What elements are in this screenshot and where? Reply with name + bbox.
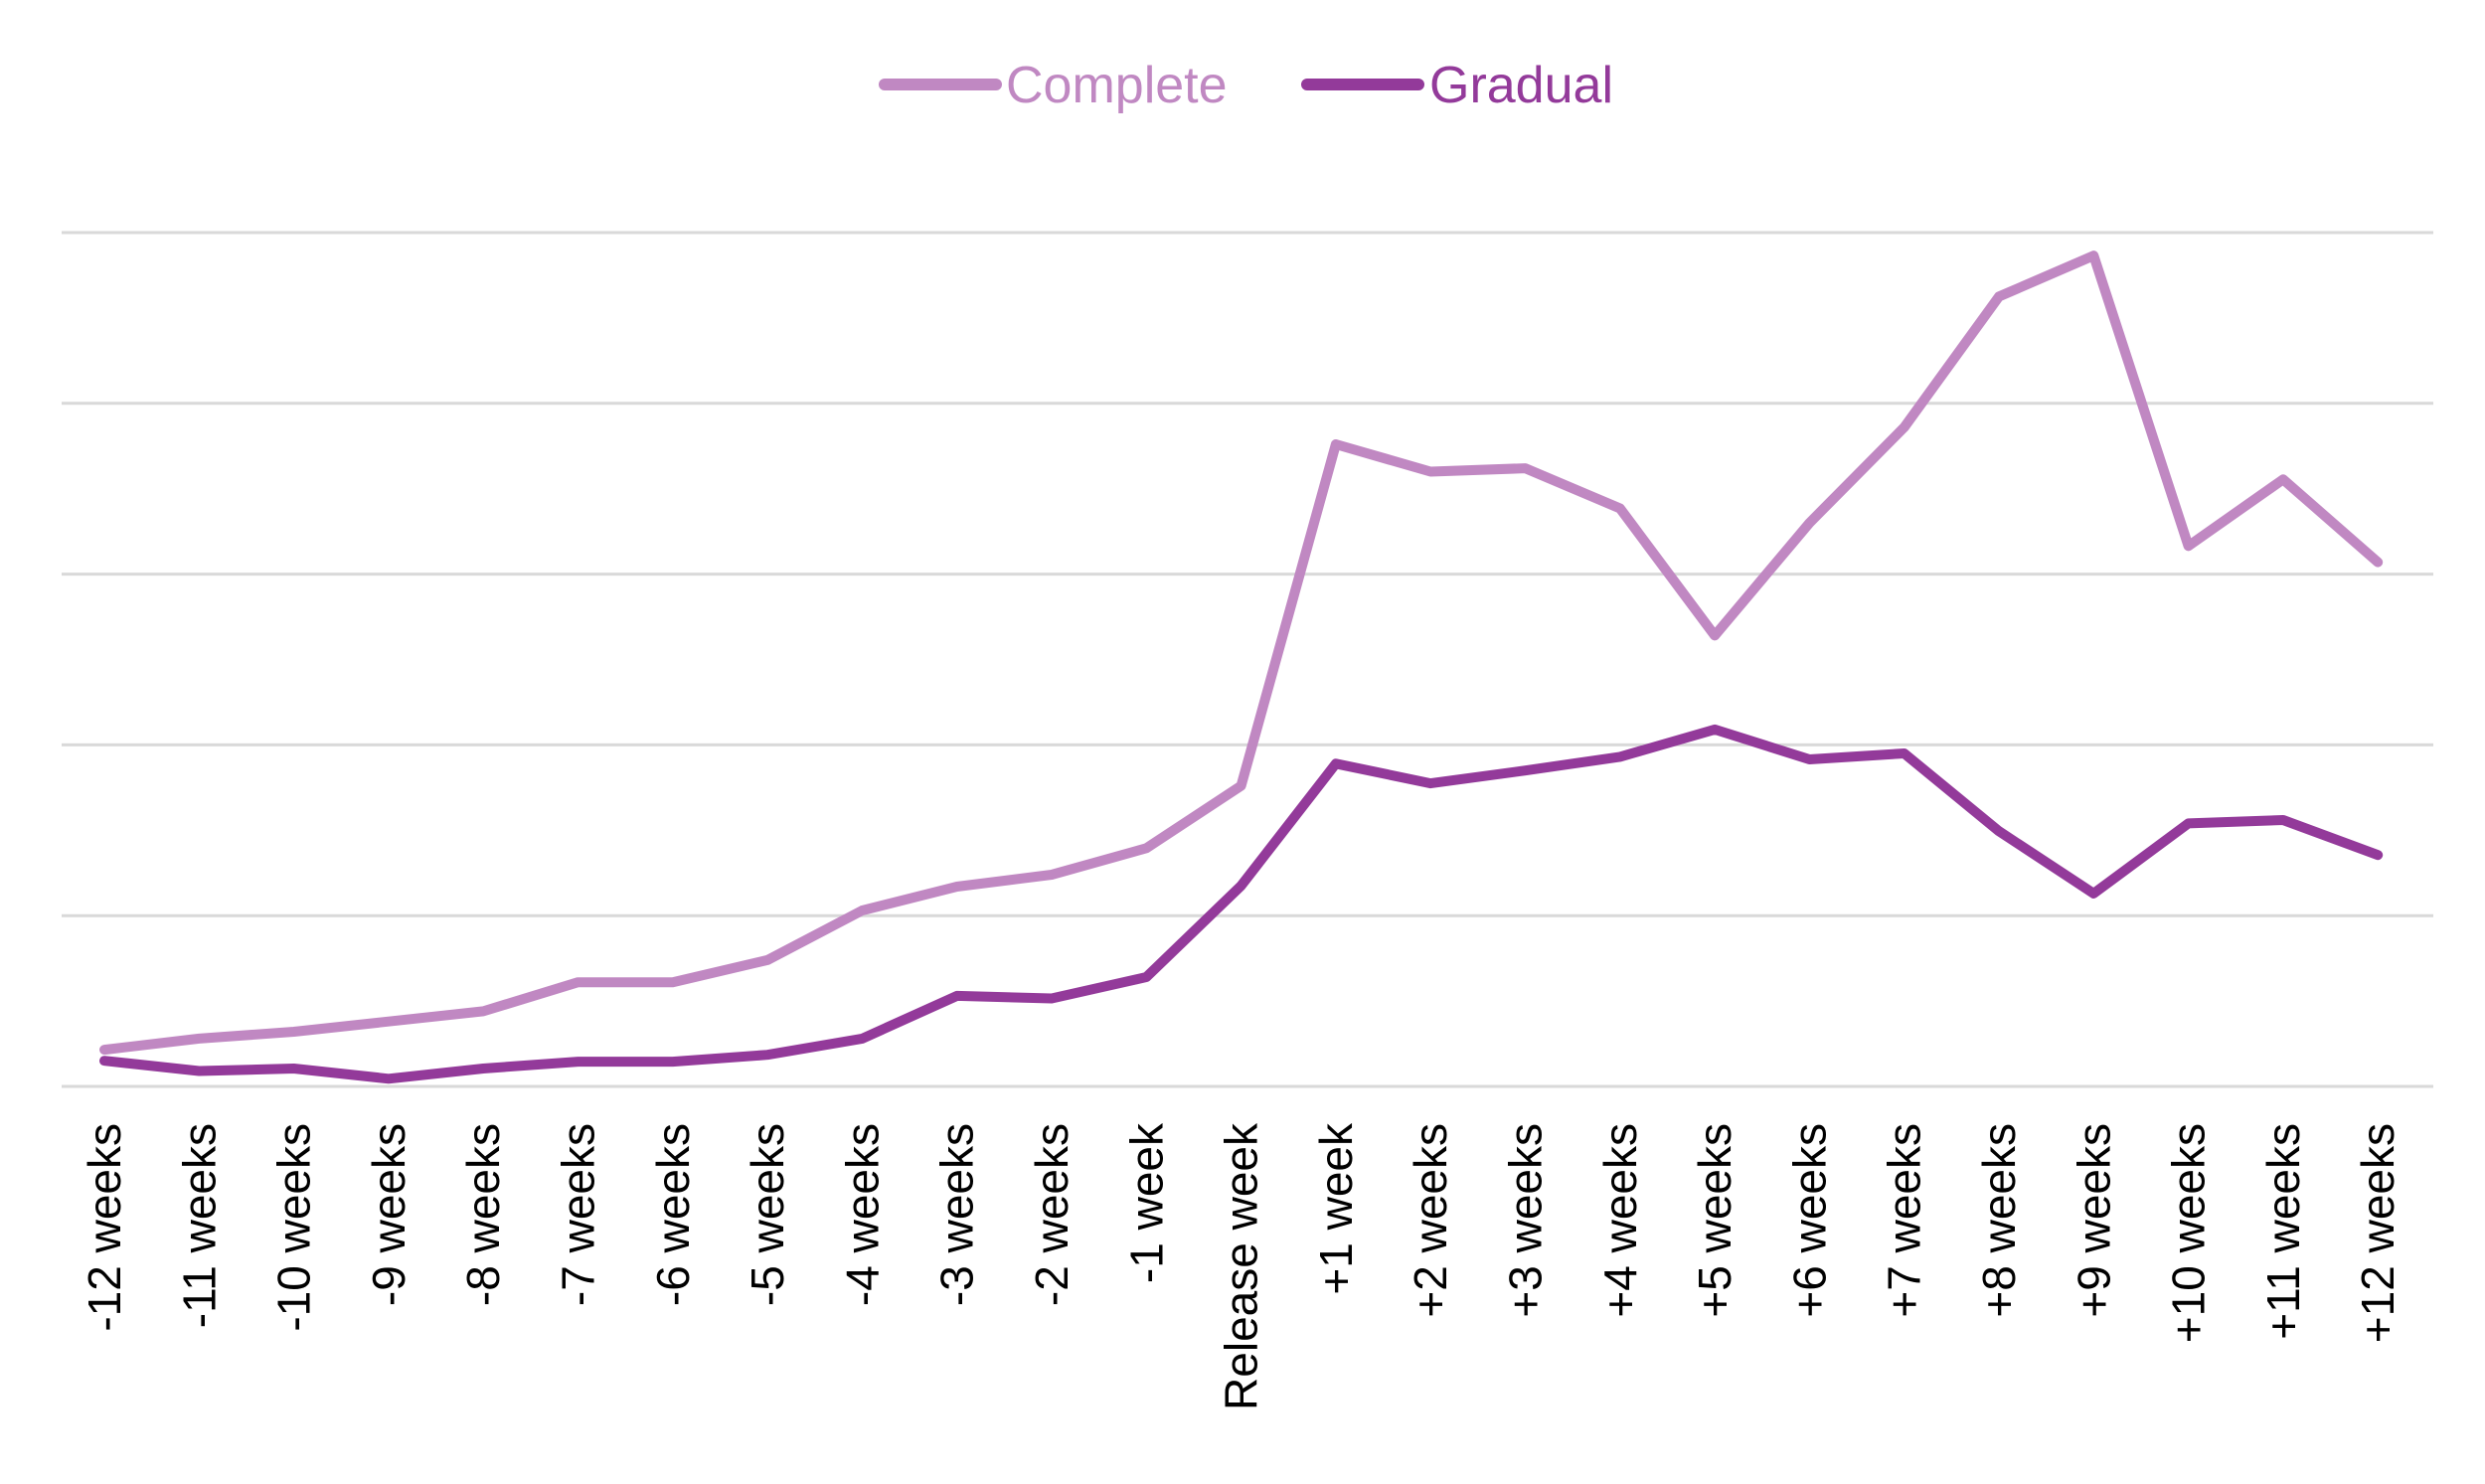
- data-point-gradual: [1237, 882, 1245, 891]
- data-point-gradual: [2089, 889, 2098, 898]
- data-point-complete: [2089, 251, 2098, 260]
- data-point-gradual: [2278, 815, 2287, 824]
- data-point-gradual: [1900, 748, 1908, 757]
- data-point-gradual: [1615, 752, 1624, 761]
- data-point-gradual: [668, 1058, 677, 1067]
- data-point-complete: [2278, 475, 2287, 484]
- x-tick-label: +2 weeks: [1405, 1123, 1456, 1318]
- x-tick-label: Release week: [1216, 1122, 1267, 1410]
- x-tick-label: -6 weeks: [647, 1123, 699, 1306]
- data-point-gradual: [574, 1058, 582, 1067]
- x-tick-label: +10 weeks: [2163, 1123, 2215, 1343]
- data-point-complete: [479, 1007, 488, 1016]
- data-point-complete: [1995, 292, 2003, 301]
- data-point-complete: [1331, 440, 1340, 449]
- x-tick-label: -8 weeks: [457, 1123, 509, 1306]
- x-tick-label: -9 weeks: [363, 1123, 414, 1306]
- data-point-complete: [574, 978, 582, 987]
- legend-label-complete: Complete: [1006, 57, 1228, 114]
- x-tick-label: -2 weeks: [1026, 1123, 1077, 1306]
- data-point-gradual: [952, 991, 961, 1000]
- data-point-gradual: [1142, 973, 1151, 982]
- data-point-gradual: [1048, 994, 1056, 1003]
- data-point-complete: [1048, 870, 1056, 879]
- series-lines: [99, 250, 2384, 1084]
- data-point-gradual: [1995, 827, 2003, 836]
- data-point-complete: [858, 907, 867, 915]
- x-tick-label: -10 weeks: [268, 1123, 320, 1332]
- data-point-complete: [195, 1034, 204, 1043]
- data-point-complete: [1237, 781, 1245, 790]
- data-point-complete: [100, 1046, 108, 1055]
- data-point-gradual: [100, 1057, 108, 1066]
- data-point-complete: [1426, 467, 1435, 476]
- data-point-complete: [1900, 422, 1908, 431]
- data-point-complete: [952, 882, 961, 891]
- data-point-gradual: [1426, 779, 1435, 788]
- data-point-complete: [1615, 504, 1624, 513]
- x-tick-label: +3 weeks: [1500, 1123, 1552, 1318]
- data-point-complete: [2374, 558, 2383, 567]
- x-tick-label: -1 week: [1120, 1122, 1172, 1283]
- data-point-complete: [1805, 519, 1814, 528]
- data-point-gradual: [1711, 725, 1720, 734]
- data-point-gradual: [195, 1067, 204, 1075]
- x-tick-label: +1 week: [1310, 1122, 1362, 1295]
- x-tick-label: -3 weeks: [931, 1123, 983, 1306]
- x-tick-label: -7 weeks: [553, 1123, 604, 1306]
- data-point-complete: [763, 955, 772, 964]
- data-point-gradual: [2184, 819, 2193, 828]
- x-tick-label: +9 weeks: [2068, 1123, 2119, 1318]
- data-point-gradual: [2374, 851, 2383, 860]
- data-point-complete: [384, 1017, 393, 1026]
- series-line-complete: [99, 250, 2384, 1056]
- data-point-complete: [668, 978, 677, 987]
- legend-label-gradual: Gradual: [1429, 57, 1613, 114]
- x-tick-label: -4 weeks: [836, 1123, 888, 1306]
- x-axis-tick-labels: -12 weeks -11 weeks -10 weeks -9 weeks -8 we…: [79, 1122, 2403, 1410]
- data-point-gradual: [1521, 766, 1530, 775]
- data-point-complete: [1711, 631, 1720, 640]
- data-point-gradual: [384, 1074, 393, 1083]
- x-tick-label: +7 weeks: [1879, 1123, 1930, 1318]
- data-point-gradual: [479, 1064, 488, 1072]
- data-point-complete: [1521, 464, 1530, 473]
- gridlines: [62, 231, 2433, 1088]
- x-tick-label: +12 weeks: [2352, 1123, 2403, 1343]
- data-point-complete: [1142, 844, 1151, 853]
- data-point-gradual: [763, 1051, 772, 1060]
- legend: Complete Gradual: [879, 57, 1613, 114]
- x-tick-label: -11 weeks: [173, 1123, 225, 1328]
- x-tick-label: -12 weeks: [79, 1123, 130, 1332]
- data-point-gradual: [1331, 759, 1340, 768]
- data-point-complete: [289, 1028, 298, 1037]
- x-tick-label: +8 weeks: [1973, 1123, 2025, 1318]
- x-tick-label: +11 weeks: [2257, 1123, 2309, 1340]
- x-tick-label: +4 weeks: [1594, 1123, 1646, 1318]
- x-tick-label: -5 weeks: [742, 1123, 793, 1306]
- data-point-gradual: [289, 1064, 298, 1072]
- x-tick-label: +6 weeks: [1783, 1123, 1835, 1318]
- data-point-gradual: [1805, 755, 1814, 764]
- data-point-gradual: [858, 1034, 867, 1043]
- x-tick-label: +5 weeks: [1689, 1123, 1740, 1318]
- data-point-complete: [2184, 542, 2193, 551]
